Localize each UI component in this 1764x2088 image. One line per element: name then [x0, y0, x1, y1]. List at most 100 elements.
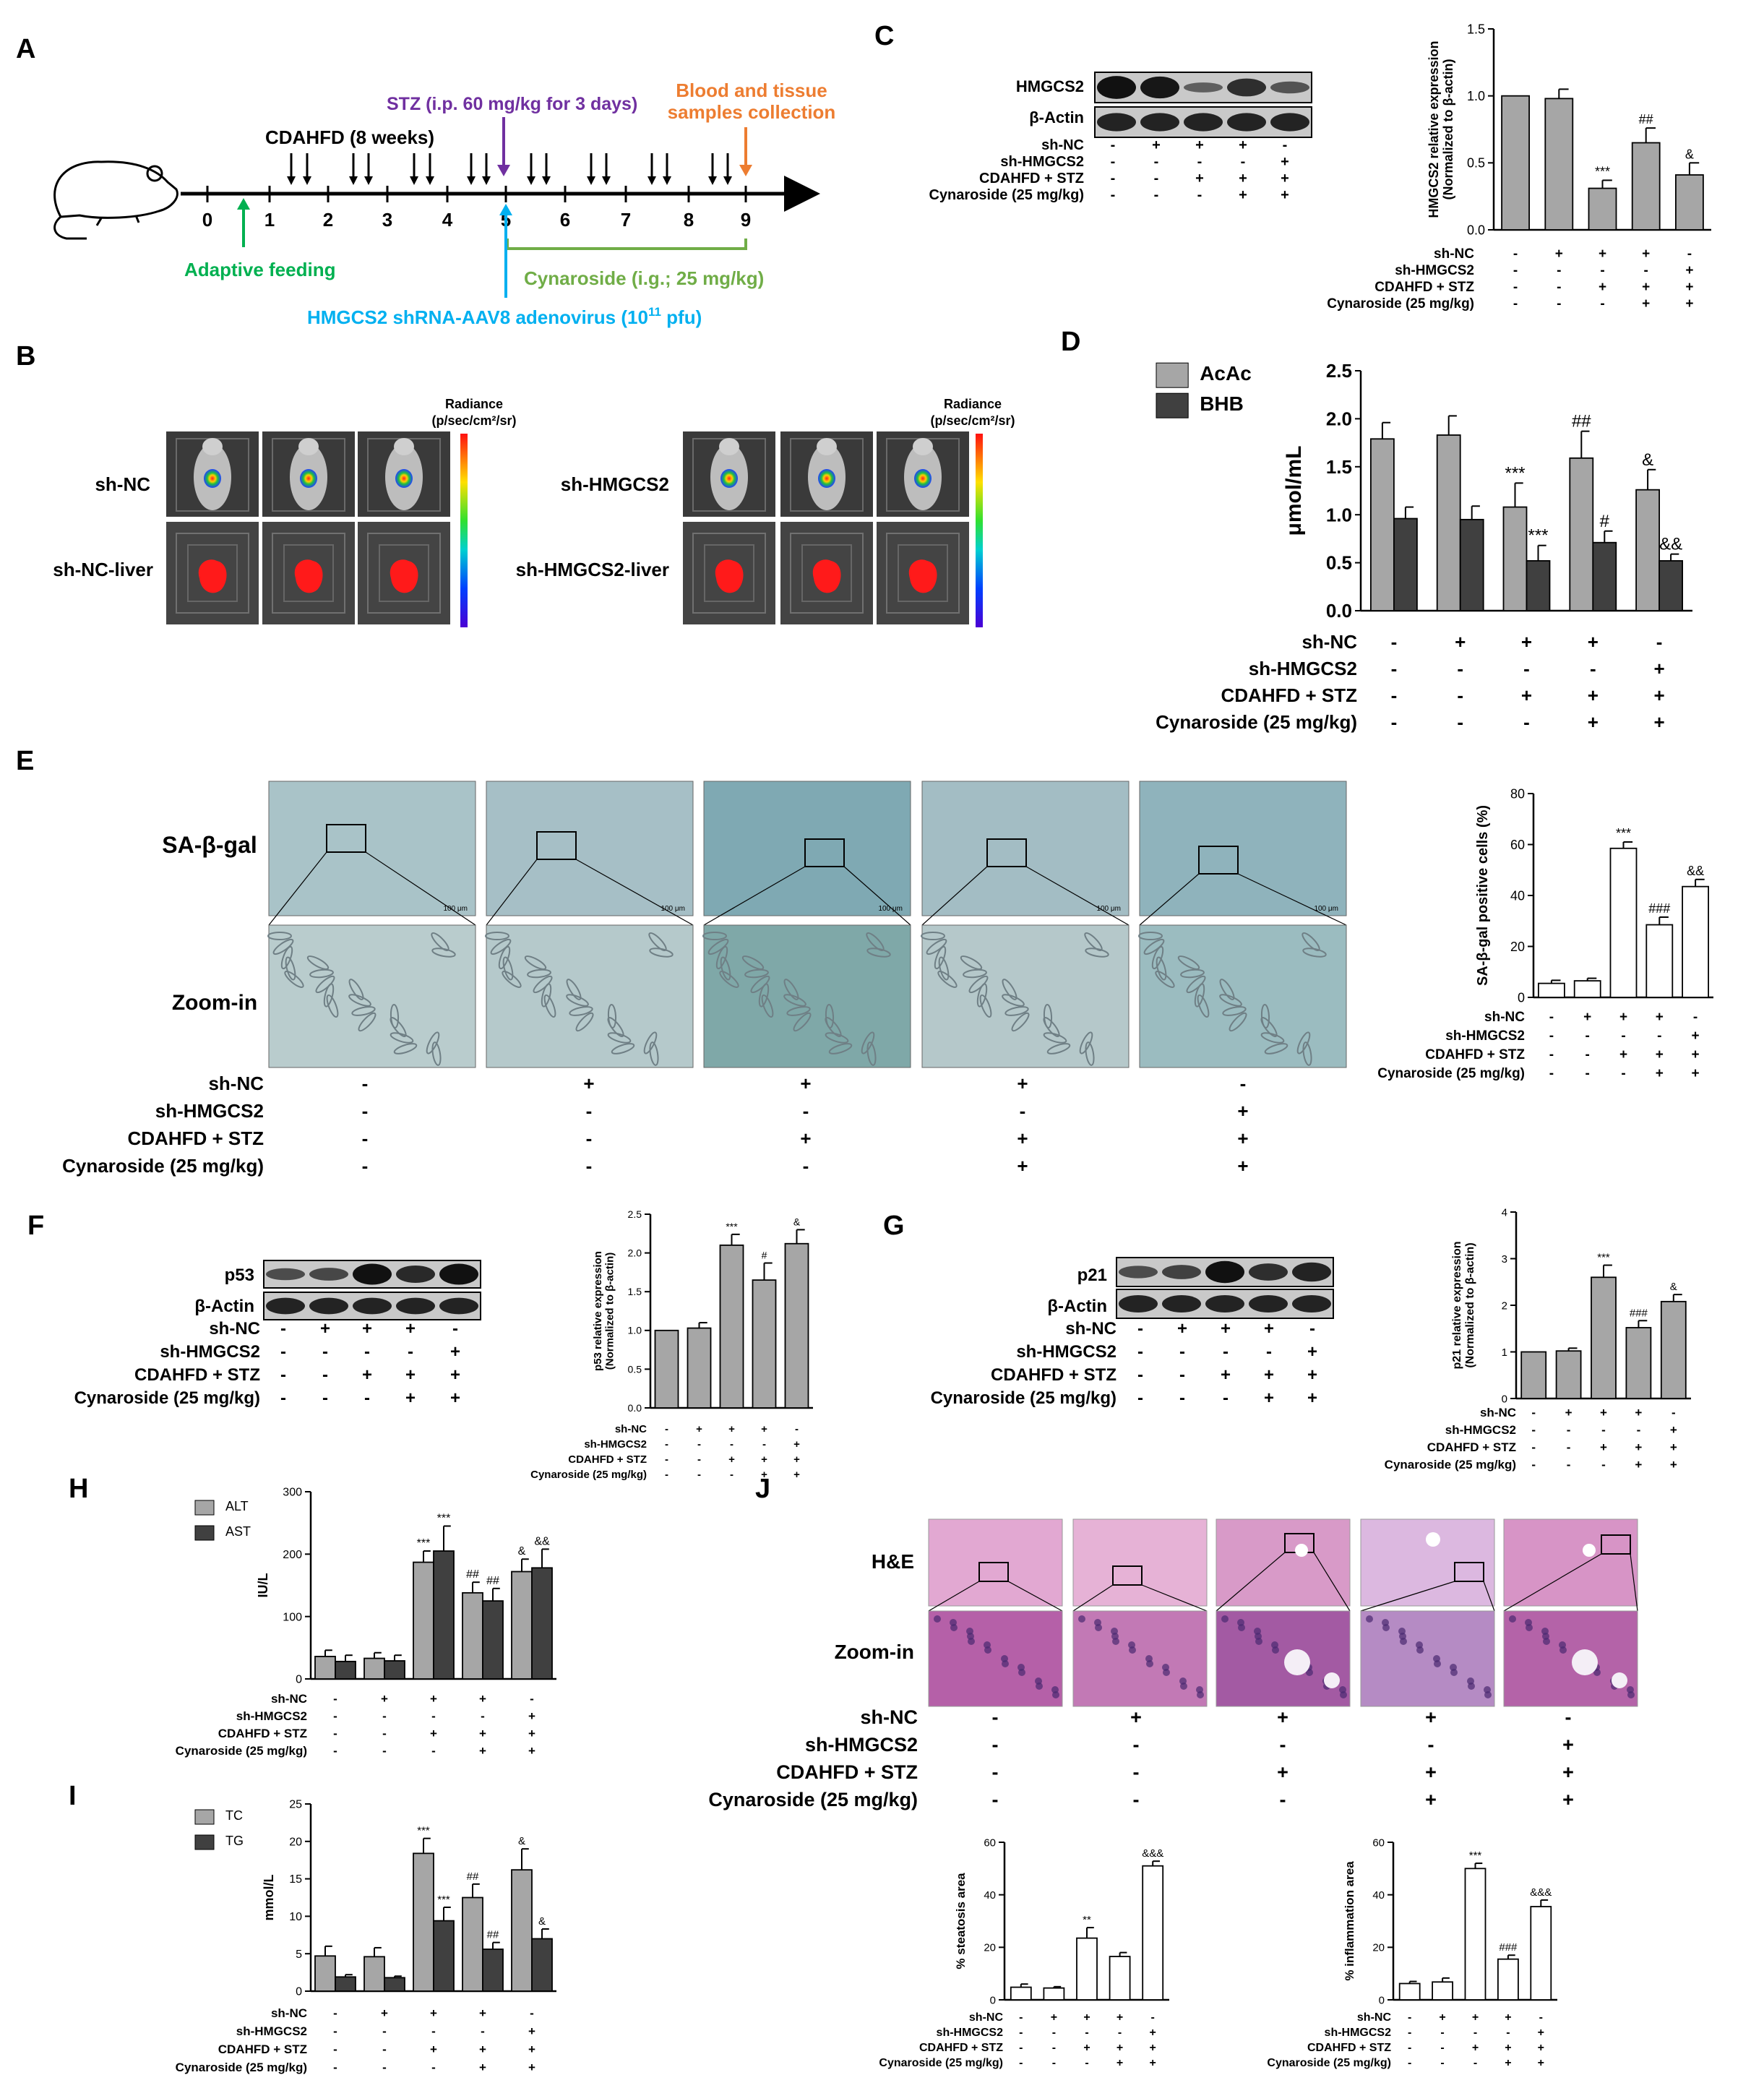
treatment-sign: +	[583, 1073, 594, 1094]
zoom-line	[1483, 1581, 1495, 1612]
nucleus	[1467, 1677, 1474, 1685]
treatment-sign: -	[992, 1789, 999, 1810]
cell-texture	[825, 1032, 849, 1044]
treatment-sign: -	[697, 1438, 701, 1451]
scale-bar-label: 100 μm	[1096, 905, 1121, 913]
treatment-label: CDAHFD + STZ	[1374, 280, 1474, 295]
lipid-droplet	[1284, 1649, 1310, 1675]
treatment-sign: +	[1281, 154, 1289, 170]
treatment-sign: -	[762, 1438, 766, 1451]
cell-texture	[1260, 1017, 1278, 1037]
treatment-sign: -	[333, 2006, 337, 2020]
radiance-label-right: Radiance	[944, 397, 1002, 411]
bar	[1682, 885, 1710, 998]
bar	[1609, 847, 1638, 998]
y-tick-label: 1.5	[1467, 22, 1485, 36]
treatment-sign: -	[1549, 1047, 1554, 1062]
treatment-sign: +	[1670, 1458, 1677, 1472]
blot-label-p21: p21	[1077, 1266, 1107, 1285]
treatment-sign: +	[1505, 2042, 1511, 2054]
treatment-sign: -	[1440, 2042, 1444, 2054]
treatment-sign: +	[528, 1709, 535, 1723]
cell-texture	[1002, 994, 1025, 1007]
western-blot-f	[263, 1260, 481, 1320]
cell-texture	[1177, 955, 1200, 970]
treatment-sign: +	[1195, 137, 1204, 153]
significance-label: &	[1670, 1281, 1677, 1293]
cell-texture	[643, 1031, 658, 1054]
cell-texture	[761, 994, 774, 1018]
treatment-sign: +	[1307, 1342, 1317, 1362]
radiance-label-left: Radiance	[445, 397, 503, 411]
treatment-sign: +	[405, 1388, 416, 1408]
diet-arrow-head	[303, 176, 311, 185]
blot-band	[309, 1297, 348, 1315]
blot-band	[1119, 1295, 1158, 1312]
treatment-sign: +	[1635, 1406, 1642, 1419]
nucleus	[1001, 1655, 1008, 1662]
treatment-sign: -	[1241, 154, 1246, 170]
y-tick-label: 100	[283, 1611, 302, 1623]
significance-label: ##	[467, 1870, 479, 1883]
bar	[1010, 1986, 1032, 2001]
treatment-sign: -	[1672, 1406, 1676, 1419]
treatment-sign: +	[479, 1692, 486, 1706]
y-axis-label: p21 relative expression	[1451, 1242, 1463, 1370]
panel-c-letter: C	[874, 21, 894, 51]
treatment-sign: +	[793, 1469, 800, 1481]
significance-label: ##	[466, 1568, 479, 1581]
cell-texture	[866, 948, 891, 958]
cell-texture	[861, 1031, 875, 1054]
bar	[654, 1329, 679, 1409]
nucleus	[1271, 1641, 1278, 1649]
treatment-sign: -	[1137, 1388, 1143, 1408]
treatment-sign: +	[1083, 2042, 1090, 2054]
treatment-table-j: sh-NC - + + + - sh-HMGCS2 - - - - + CDAHFD + STZ - - + +…	[708, 1706, 1573, 1810]
zoom-line	[486, 859, 538, 926]
treatment-sign: +	[1239, 137, 1247, 153]
treatment-sign: +	[1237, 1127, 1248, 1149]
y-tick-label: 200	[283, 1549, 302, 1561]
ivis-grid	[176, 533, 249, 614]
nucleus	[1559, 1641, 1566, 1649]
scale-bar-label: 100 μm	[443, 905, 468, 913]
panel-j: J H&E Zoom-in sh-NC - + + + - sh-HMGCS2 - - - - + CD…	[708, 1474, 1638, 2069]
treatment-sign: -	[1567, 1440, 1571, 1454]
chart-f: 0.0 0.5 1.0 1.5 2.0 2.5 p53 relative expressio…	[592, 1208, 813, 1414]
cell-texture	[1156, 956, 1167, 981]
cell-texture	[937, 971, 958, 988]
blot-band	[1097, 76, 1136, 99]
y-tick-label: 20	[289, 1836, 302, 1848]
treatment-sign: +	[450, 1388, 460, 1408]
liver-signal	[198, 559, 227, 593]
zoom-line	[1630, 1553, 1638, 1612]
y-tick-label: 40	[1510, 888, 1525, 903]
stz-label: STZ (i.p. 60 mg/kg for 3 days)	[387, 94, 637, 114]
treatment-sign: -	[1019, 2042, 1023, 2054]
treatment-sign: -	[280, 1365, 286, 1385]
treatment-label: CDAHFD + STZ	[991, 1365, 1117, 1385]
treatment-sign: +	[479, 1727, 486, 1740]
treatment-sign: -	[333, 1692, 337, 1706]
zoom-line	[1141, 1584, 1208, 1612]
week-label: 0	[202, 209, 212, 231]
treatment-sign: +	[362, 1365, 372, 1385]
cell-texture	[744, 968, 769, 979]
row-label-sh-hmgcs2-liver: sh-HMGCS2-liver	[516, 559, 669, 580]
row-label-zoom-in: Zoom-in	[172, 991, 257, 1015]
y-axis-label: IU/L	[256, 1573, 270, 1597]
diet-arrow-head	[364, 176, 373, 185]
y-axis-label: μmol/mL	[1282, 445, 1306, 536]
zoom-line	[1072, 1584, 1114, 1612]
diet-arrow-head	[663, 176, 671, 185]
treatment-sign: +	[1152, 137, 1161, 153]
cell-texture	[1046, 1043, 1071, 1054]
y-tick-label: 2	[1502, 1299, 1507, 1312]
treatment-label: Cynaroside (25 mg/kg)	[176, 2061, 307, 2074]
cell-texture	[527, 968, 551, 979]
significance-label: &	[1642, 450, 1653, 470]
y-tick-label: 1.5	[628, 1286, 642, 1297]
zoom-box	[1601, 1534, 1631, 1555]
bar	[1109, 1956, 1131, 2001]
panel-f-letter: F	[27, 1211, 44, 1241]
